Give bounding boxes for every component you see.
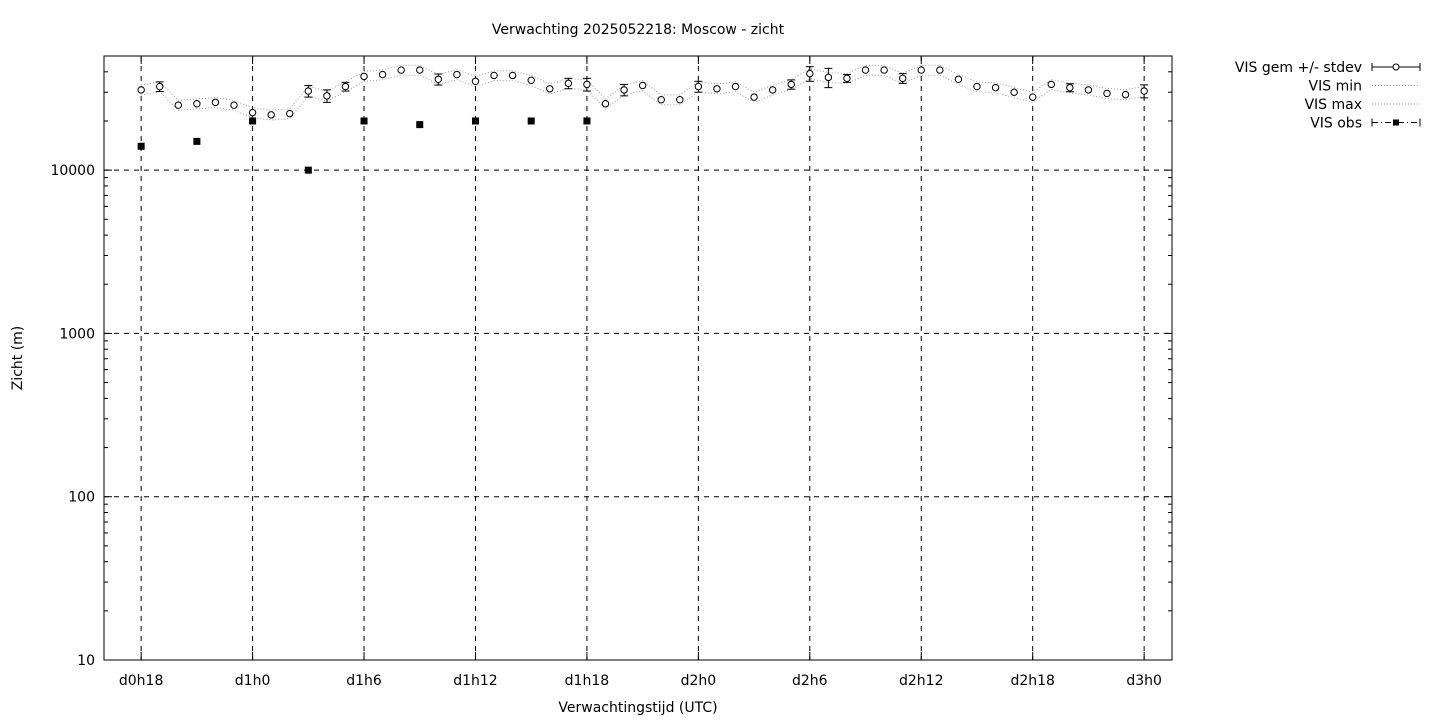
vis-mean-point: [378, 70, 387, 79]
y-tick-label: 1000: [59, 326, 95, 342]
vis-mean-point: [527, 76, 535, 84]
vis-mean-point: [676, 95, 684, 104]
minor-ticks: [104, 71, 1172, 612]
vis-obs-point: [137, 142, 145, 150]
x-tick-label: d2h12: [899, 673, 943, 689]
vis-mean-point: [601, 100, 610, 108]
series-marks: [137, 66, 1149, 174]
vis-obs-point: [360, 117, 368, 125]
x-tick-label: d0h18: [119, 673, 163, 689]
vis-mean-point: [991, 83, 1000, 92]
vis-mean-point: [211, 98, 220, 107]
vis-mean-point: [397, 66, 405, 74]
vis-mean-point: [861, 66, 870, 74]
vis-mean-point: [638, 81, 647, 90]
vis-min-line: [141, 74, 1145, 121]
y-tick-label: 100: [68, 490, 95, 506]
vis-mean-point: [193, 100, 201, 108]
vis-mean-point: [453, 70, 461, 79]
vis-mean-point: [137, 86, 145, 94]
vis-obs-point: [304, 166, 312, 174]
x-tick-label: d1h12: [453, 673, 497, 689]
vis-mean-point: [490, 71, 498, 80]
vis-mean-point: [156, 82, 164, 91]
vis-mean-point: [1140, 87, 1148, 95]
plot-frame: [103, 55, 1173, 661]
legend-marker-circle: [1392, 63, 1400, 71]
vis-mean-point: [1121, 90, 1130, 99]
y-axis-ticks: 10 100 1000 10000: [50, 163, 1172, 669]
vis-mean-point: [713, 85, 721, 93]
chart-title: Verwachting 2025052218: Moscow - zicht: [492, 22, 785, 38]
legend-marker-square: [1393, 119, 1399, 126]
x-axis-label: Verwachtingstijd (UTC): [558, 700, 717, 716]
vis-mean-point: [936, 66, 944, 74]
vis-mean-point: [267, 111, 275, 119]
legend-label: VIS max: [1304, 97, 1362, 113]
vis-mean-point: [174, 101, 182, 109]
x-tick-label: d2h18: [1010, 673, 1054, 689]
vis-mean-point: [230, 101, 238, 109]
vis-mean-point: [824, 73, 833, 82]
vis-mean-point: [657, 95, 665, 104]
x-tick-label: d2h6: [792, 673, 828, 689]
grid-lines: [104, 56, 1172, 660]
vis-mean-point: [583, 80, 591, 89]
vis-mean-point: [286, 109, 294, 118]
vis-mean-point: [768, 86, 777, 94]
vis-mean-point: [694, 82, 703, 91]
vis-mean-point: [787, 80, 795, 89]
vis-obs-point: [416, 121, 424, 129]
vis-mean-point: [750, 93, 758, 101]
vis-mean-point: [360, 72, 368, 81]
vis-mean-point: [1066, 83, 1074, 92]
x-tick-label: d1h0: [235, 673, 271, 689]
vis-mean-point: [731, 82, 740, 91]
x-tick-label: d1h6: [346, 673, 382, 689]
vis-obs-point: [193, 137, 201, 145]
y-tick-label: 10: [77, 653, 95, 669]
vis-max-line: [141, 64, 1145, 111]
vis-mean-point: [880, 66, 888, 74]
x-tick-label: d2h0: [681, 673, 717, 689]
vis-mean-point: [917, 66, 925, 74]
vis-mean-point: [1084, 86, 1093, 94]
vis-obs-point: [471, 117, 479, 125]
vis-mean-point: [304, 87, 313, 95]
vis-obs-point: [249, 117, 257, 125]
legend-label: VIS obs: [1310, 116, 1362, 132]
vis-mean-point: [843, 74, 851, 83]
vis-mean-point: [898, 74, 907, 83]
vis-mean-point: [806, 69, 814, 78]
vis-mean-point: [416, 66, 424, 74]
vis-mean-point: [341, 82, 350, 91]
vis-mean-point: [1028, 93, 1037, 101]
min-max-band: [141, 64, 1145, 121]
vis-mean-point: [323, 92, 331, 100]
vis-obs-point: [527, 117, 535, 125]
legend-label: VIS gem +/- stdev: [1235, 60, 1362, 76]
y-tick-label: 10000: [50, 163, 95, 179]
legend: VIS gem +/- stdev VIS min VIS max VIS obs: [1235, 60, 1421, 132]
x-tick-label: d1h18: [565, 673, 609, 689]
legend-label: VIS min: [1309, 79, 1362, 95]
x-tick-label: d3h0: [1126, 673, 1162, 689]
vis-mean-point: [1047, 80, 1055, 89]
vis-mean-point: [546, 85, 554, 93]
vis-mean-point: [1010, 88, 1018, 96]
vis-mean-point: [434, 75, 443, 83]
vis-mean-point: [508, 71, 517, 80]
vis-mean-point: [248, 108, 257, 117]
vis-mean-point: [1103, 89, 1111, 98]
vis-mean-point: [471, 77, 480, 85]
y-axis-label: Zicht (m): [10, 326, 26, 391]
vis-mean-point: [973, 82, 981, 91]
vis-mean-point: [564, 79, 573, 88]
vis-obs-point: [583, 117, 591, 125]
x-axis-ticks: d0h18 d1h0 d1h6 d1h12 d1h18 d2h0 d2h6 d2h12 d2h1…: [119, 56, 1162, 689]
vis-mean-point: [954, 75, 963, 83]
vis-mean-point: [620, 86, 628, 94]
